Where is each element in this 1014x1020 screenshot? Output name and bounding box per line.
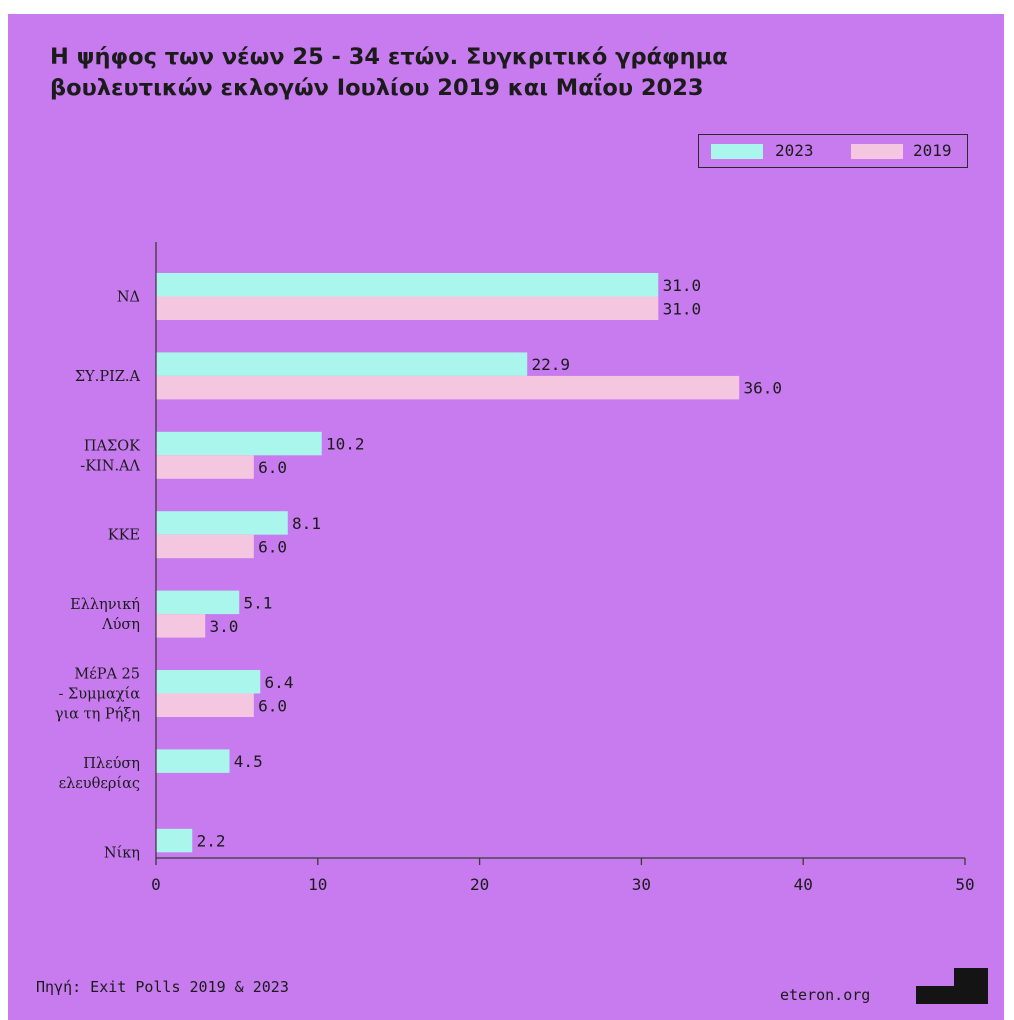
x-tick-label-20: 20: [470, 875, 489, 894]
category-label-4-0: Ελληνική: [70, 597, 140, 613]
x-tick-label-30: 30: [632, 875, 651, 894]
value-label-2023-4: 5.1: [244, 593, 273, 612]
value-label-2023-1: 22.9: [532, 355, 571, 374]
bar-2023-2: [156, 431, 322, 456]
bar-2023-7: [156, 828, 193, 853]
value-label-2019-1: 36.0: [743, 379, 782, 398]
value-label-2023-2: 10.2: [326, 435, 365, 454]
bar-2019-4: [156, 614, 206, 638]
category-label-5-2: για τη Ρήξη: [55, 707, 140, 723]
value-label-2023-3: 8.1: [292, 514, 321, 533]
x-tick-label-0: 0: [151, 875, 161, 894]
x-tick-label-10: 10: [308, 875, 327, 894]
bar-2019-5: [156, 693, 254, 717]
bar-2023-6: [156, 749, 230, 773]
bar-2019-1: [156, 375, 740, 400]
bar-2019-3: [156, 534, 254, 559]
category-label-7-0: Νίκη: [104, 844, 140, 861]
bar-2023-3: [156, 511, 288, 535]
value-label-2019-4: 3.0: [210, 617, 239, 636]
value-label-2023-5: 6.4: [265, 673, 294, 692]
x-tick-label-50: 50: [955, 875, 974, 894]
category-label-2-1: -ΚΙΝ.ΑΛ: [80, 458, 140, 474]
value-label-2019-3: 6.0: [258, 537, 287, 556]
value-label-2023-7: 2.2: [197, 832, 226, 851]
legend-label-2019: 2019: [913, 141, 952, 160]
category-label-1-0: ΣΥ.ΡΙΖ.Α: [75, 369, 141, 385]
bar-2019-0: [156, 296, 659, 320]
category-label-5-0: ΜέΡΑ 25: [74, 666, 140, 683]
chart-title: Η ψήφος των νέων 25 - 34 ετών. Συγκριτικ…: [50, 42, 950, 104]
category-label-2-0: ΠΑΣΟΚ: [84, 438, 141, 454]
legend-swatch-2023: [711, 144, 763, 159]
bar-2023-1: [156, 352, 528, 376]
chart-title-line-2: βουλευτικών εκλογών Ιουλίου 2019 και Μαΐ…: [50, 75, 704, 101]
category-label-0-0: ΝΔ: [117, 290, 140, 306]
bar-2023-5: [156, 670, 261, 694]
category-label-6-0: Πλεύση: [83, 756, 140, 772]
value-label-2019-0: 31.0: [663, 299, 702, 318]
x-tick-label-40: 40: [794, 875, 813, 894]
value-label-2023-6: 4.5: [234, 752, 263, 771]
value-label-2019-5: 6.0: [258, 696, 287, 715]
legend-swatch-2019: [851, 144, 903, 159]
category-label-4-1: Λύση: [101, 617, 140, 633]
bar-2019-2: [156, 455, 254, 479]
legend-label-2023: 2023: [775, 141, 814, 160]
bar-2023-4: [156, 590, 240, 615]
category-label-6-1: ελευθερίας: [59, 775, 140, 792]
chart-title-line-1: Η ψήφος των νέων 25 - 34 ετών. Συγκριτικ…: [50, 44, 728, 70]
category-label-3-0: ΚΚΕ: [108, 528, 140, 544]
bar-2023-0: [156, 273, 659, 297]
brand-name: eteron.org: [780, 986, 871, 1004]
legend: 2023 2019: [698, 134, 968, 168]
bar-chart: 0 10 20 30 40 50 31.0 31.0 ΝΔ 22.9 36.0 ΣΥ.ΡΙΖ.Α 10.…: [55, 242, 975, 894]
value-label-2023-0: 31.0: [663, 276, 702, 295]
category-label-5-1: - Συμμαχία: [59, 686, 141, 703]
value-label-2019-2: 6.0: [258, 458, 287, 477]
brand-logo-mark: [916, 968, 988, 1004]
source-note: Πηγή: Exit Polls 2019 & 2023: [36, 978, 289, 996]
